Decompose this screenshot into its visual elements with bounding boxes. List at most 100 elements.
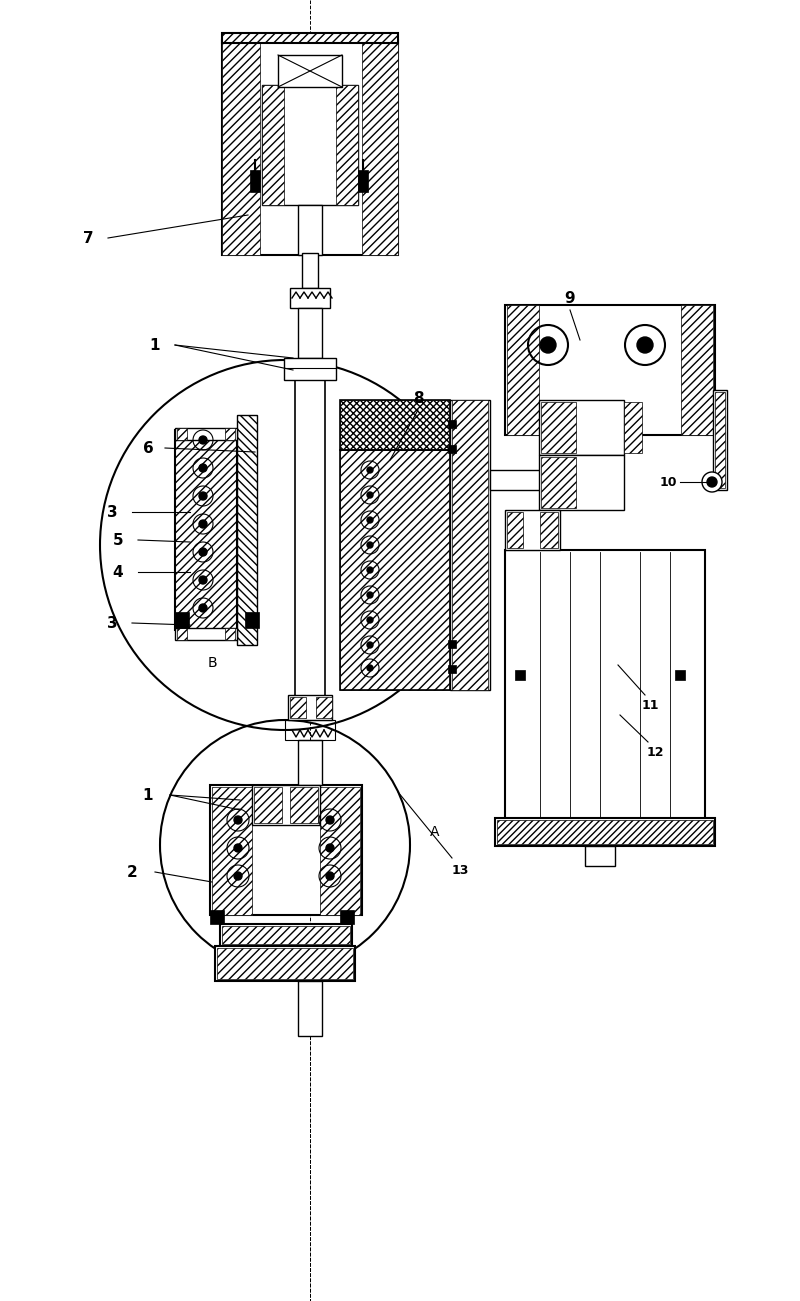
Bar <box>497 820 713 844</box>
Bar <box>540 513 558 548</box>
Bar <box>225 628 235 640</box>
Circle shape <box>234 816 242 824</box>
Bar <box>222 33 398 43</box>
Bar <box>675 670 685 680</box>
Bar <box>320 787 360 915</box>
Text: 1: 1 <box>150 337 160 353</box>
Circle shape <box>199 576 207 584</box>
Bar <box>222 40 260 255</box>
Circle shape <box>707 477 717 487</box>
Circle shape <box>367 467 373 474</box>
Bar <box>298 308 322 358</box>
Bar <box>298 206 322 255</box>
Bar <box>715 392 725 488</box>
Bar <box>290 288 330 308</box>
Text: 1: 1 <box>142 787 154 803</box>
Bar <box>541 457 576 507</box>
Bar <box>237 415 257 645</box>
Bar <box>295 380 325 719</box>
Text: 3: 3 <box>106 615 118 631</box>
Text: 13: 13 <box>451 864 469 877</box>
Text: 3: 3 <box>106 505 118 519</box>
Circle shape <box>199 492 207 500</box>
Circle shape <box>234 844 242 852</box>
Bar <box>175 431 237 630</box>
Bar <box>217 948 353 978</box>
Bar <box>515 670 525 680</box>
Bar <box>713 390 727 490</box>
Bar <box>539 399 624 455</box>
Text: 10: 10 <box>659 475 677 488</box>
Bar <box>222 33 398 43</box>
Text: 12: 12 <box>646 745 664 758</box>
Bar <box>250 170 260 193</box>
Bar <box>212 787 252 915</box>
Bar <box>490 470 545 490</box>
Bar <box>505 510 560 550</box>
Bar <box>175 428 237 440</box>
Text: B: B <box>207 656 217 670</box>
Bar <box>175 611 189 628</box>
Circle shape <box>367 592 373 598</box>
Circle shape <box>702 472 722 492</box>
Bar <box>298 740 322 785</box>
Circle shape <box>199 604 207 611</box>
Bar <box>175 431 237 630</box>
Circle shape <box>199 548 207 556</box>
Bar <box>225 428 235 440</box>
Circle shape <box>326 844 334 852</box>
Circle shape <box>367 492 373 498</box>
Bar <box>215 946 355 981</box>
Bar <box>340 399 450 450</box>
Text: 4: 4 <box>113 565 123 579</box>
Bar <box>340 450 450 690</box>
Bar <box>452 399 488 690</box>
Bar <box>177 628 187 640</box>
Bar <box>262 85 284 206</box>
Text: 9: 9 <box>565 290 575 306</box>
Bar <box>298 981 322 1036</box>
Bar <box>285 719 335 740</box>
Bar <box>505 550 705 820</box>
Bar <box>288 695 332 719</box>
Bar <box>336 85 358 206</box>
Circle shape <box>234 872 242 879</box>
Bar <box>222 40 398 255</box>
Bar <box>210 785 362 915</box>
Circle shape <box>326 816 334 824</box>
Bar <box>252 785 320 825</box>
Text: 5: 5 <box>113 532 123 548</box>
Text: 11: 11 <box>642 699 658 712</box>
Circle shape <box>326 872 334 879</box>
Bar <box>541 402 576 453</box>
Bar <box>340 399 450 450</box>
Bar <box>362 40 398 255</box>
Bar <box>448 445 456 453</box>
Bar <box>507 304 539 435</box>
Circle shape <box>367 665 373 671</box>
Circle shape <box>637 337 653 353</box>
Bar <box>624 402 642 453</box>
Bar <box>175 628 237 640</box>
Bar <box>278 55 342 87</box>
Bar <box>448 420 456 428</box>
Bar <box>507 513 523 548</box>
Bar <box>585 846 615 866</box>
Bar <box>284 358 336 380</box>
Circle shape <box>367 543 373 548</box>
Text: 6: 6 <box>142 441 154 455</box>
Bar <box>177 428 187 440</box>
Bar <box>448 640 456 648</box>
Circle shape <box>367 617 373 623</box>
Text: 8: 8 <box>413 390 423 406</box>
Circle shape <box>367 641 373 648</box>
Text: A: A <box>430 825 440 839</box>
Text: 2: 2 <box>126 864 138 879</box>
Bar <box>222 926 350 945</box>
Bar <box>358 170 368 193</box>
Bar <box>681 304 713 435</box>
Bar <box>210 909 224 924</box>
Bar <box>495 818 715 846</box>
Bar <box>290 787 318 824</box>
Circle shape <box>199 520 207 528</box>
